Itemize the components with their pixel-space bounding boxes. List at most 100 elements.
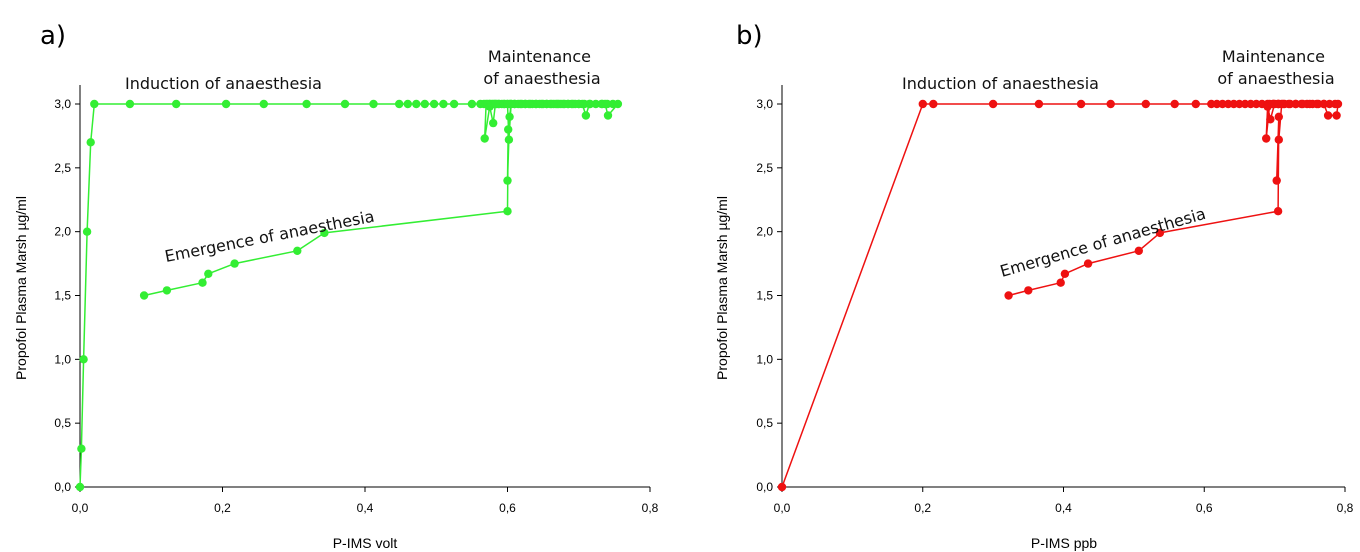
panel-a-data-point: [125, 99, 135, 109]
panel-b-data-point: [1191, 99, 1201, 109]
panel-a-data-point: [412, 99, 421, 109]
panel-a-label: a): [40, 21, 66, 51]
panel-a-data-point: [504, 125, 513, 134]
panel-b-y-tick-label: 2,5: [756, 161, 773, 175]
panel-b-annotation-maintenance: Maintenance of anaesthesia: [1217, 47, 1334, 88]
panel-a-ticks: 0,0 0,2 0,4 0,6 0,8 0,0 0,5 1,0 1,5 2,0 2,5 3,0: [54, 97, 658, 515]
panel-a-annotation-induction: Induction of anaesthesia: [125, 74, 322, 93]
panel-a-data-point: [613, 99, 623, 109]
panel-b-label: b): [736, 21, 763, 51]
panel-a-data-point: [505, 112, 514, 122]
panel-b-ticks: 0,0 0,2 0,4 0,6 0,8 0,0 0,5 1,0 1,5 2,0 2,5 3,0: [756, 97, 1353, 515]
panel-b-data-point: [1024, 286, 1033, 295]
panel-a-data-point: [302, 99, 311, 109]
panel-b-annotation-maintenance-line-1: Maintenance: [1222, 47, 1325, 66]
panel-a-data-point: [420, 99, 429, 109]
panel-b-x-tick-label: 0,2: [914, 501, 931, 515]
panel-a-y-tick-label: 2,0: [54, 225, 71, 239]
panel-b-data-point: [1263, 102, 1272, 111]
panel-b-annotation-induction: Induction of anaesthesia: [902, 74, 1099, 93]
panel-a-y-tick-label: 1,0: [54, 352, 71, 366]
panel-b-data-point: [1170, 99, 1179, 109]
panel-a-data-point: [259, 99, 268, 109]
panel-a-x-tick-label: 0,0: [72, 501, 89, 515]
panel-b-data-point: [1056, 278, 1065, 287]
panel-b-data-point: [1272, 176, 1281, 185]
panel-a-annotation-maintenance-line-1: Maintenance: [488, 47, 591, 66]
panel-a-data-point: [82, 227, 92, 236]
panel-b-y-axis-title: Propofol Plasma Marsh µg/ml: [714, 196, 730, 380]
panel-a-data-point: [369, 99, 378, 109]
panel-a-data-point: [90, 99, 99, 109]
panel-b-data-point: [1155, 228, 1165, 238]
panel-b-data-point: [1141, 99, 1151, 109]
panel-a-data-point: [480, 134, 489, 143]
panel-a-x-tick-label: 0,6: [499, 501, 516, 515]
panel-a-data-point: [139, 291, 149, 300]
panel-a-data-point: [489, 118, 498, 128]
panel-b-data-point: [929, 99, 938, 109]
panel-a-x-axis-title: P-IMS volt: [333, 535, 398, 551]
panel-a-data-point: [491, 99, 500, 109]
panel-b: b) P-IMS ppb Propofol Plasma Marsh µg/ml…: [714, 21, 1354, 551]
panel-a-data-point: [172, 99, 181, 109]
panel-a-data-point: [293, 246, 302, 255]
panel-b-data-point: [1076, 99, 1086, 109]
panel-a-data-point: [581, 111, 591, 120]
panel-a-data-point: [340, 99, 350, 109]
panel-b-data-point: [988, 99, 998, 109]
panel-b-data-point: [1323, 111, 1333, 120]
panel-a-x-tick-label: 0,2: [214, 501, 231, 515]
panel-b-x-tick-label: 0,4: [1055, 501, 1072, 515]
panel-b-y-tick-label: 0,0: [756, 480, 773, 494]
panel-a-x-tick-label: 0,8: [642, 501, 659, 515]
panel-b-y-tick-label: 3,0: [756, 97, 773, 111]
panel-a-series-line: [79, 103, 619, 488]
panel-b-data-point: [1106, 99, 1115, 109]
panel-b-y-tick-label: 1,0: [756, 352, 773, 366]
panel-a-data-point: [162, 286, 172, 295]
panel-a-data-point: [230, 259, 239, 268]
panel-a-data-point: [449, 99, 459, 109]
panel-b-data-point: [1004, 291, 1013, 300]
panel-b-data-point: [1319, 99, 1329, 109]
panel-b-data-point: [1332, 111, 1341, 120]
panel-b-data-point: [1034, 99, 1044, 109]
panel-b-data-point: [1266, 115, 1275, 124]
panel-a-x-tick-label: 0,4: [357, 501, 374, 515]
panel-a-marks: [75, 99, 623, 492]
panel-a-data-point: [504, 135, 514, 144]
panel-a-data-point: [585, 99, 594, 109]
panel-a-data-point: [79, 355, 88, 364]
panel-a-y-tick-label: 0,5: [54, 416, 71, 430]
panel-a-data-point: [320, 228, 329, 238]
panel-b-annotation-emergence: Emergence of anaesthesia: [998, 204, 1208, 281]
panel-a-annotation-maintenance-line-2: of anaesthesia: [483, 69, 600, 88]
panel-a-data-point: [77, 444, 86, 453]
panel-a-data-point: [467, 99, 477, 109]
panel-b-data-point: [1298, 99, 1308, 109]
panel-b-data-point: [1291, 99, 1300, 109]
panel-b-y-tick-label: 2,0: [756, 225, 773, 239]
panel-b-data-point: [1274, 112, 1284, 122]
panel-a-y-tick-label: 2,5: [54, 161, 71, 175]
panel-a-data-point: [503, 176, 512, 185]
panel-a: a) P-IMS volt Propofol Plasma Marsh µg/m…: [13, 21, 659, 551]
panel-b-y-tick-label: 1,5: [756, 289, 773, 303]
panel-b-data-point: [1274, 135, 1284, 144]
panel-b-data-point: [1333, 99, 1343, 109]
panel-a-data-point: [603, 111, 613, 120]
panel-b-data-point: [1305, 99, 1315, 109]
panel-a-data-point: [503, 207, 512, 216]
panel-b-data-point: [918, 99, 927, 109]
panel-a-y-tick-label: 1,5: [54, 289, 71, 303]
panel-a-y-tick-label: 0,0: [54, 480, 71, 494]
panel-b-data-point: [1060, 269, 1070, 278]
panel-a-data-point: [86, 138, 95, 147]
panel-b-marks: [777, 99, 1343, 492]
panel-b-data-point: [1262, 134, 1271, 143]
panel-a-annotation-maintenance: Maintenance of anaesthesia: [483, 47, 600, 88]
panel-b-annotation-maintenance-line-2: of anaesthesia: [1217, 69, 1334, 88]
panel-b-x-tick-label: 0,8: [1337, 501, 1354, 515]
panel-b-data-point: [1277, 99, 1286, 109]
